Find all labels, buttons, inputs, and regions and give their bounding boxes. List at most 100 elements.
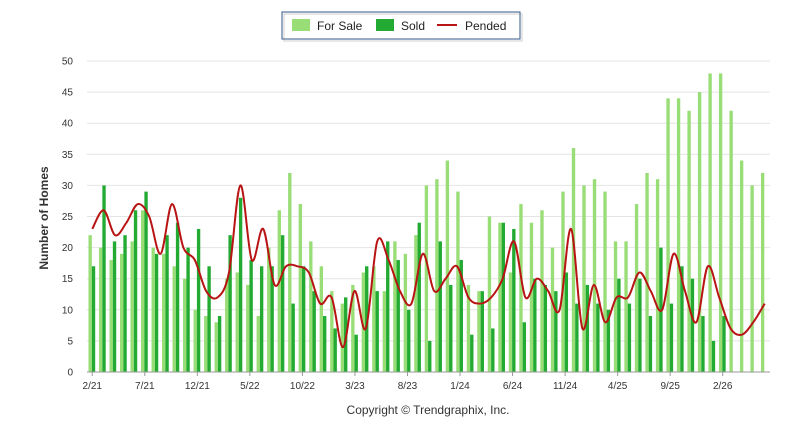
x-tick-label: 1/24 [450, 381, 470, 392]
sold-bar [501, 222, 505, 372]
for-sale-bar [183, 278, 187, 372]
sold-bar [417, 222, 421, 372]
for-sale-bar [309, 241, 313, 372]
for-sale-bar [162, 253, 166, 372]
sold-bar [522, 322, 527, 372]
for-sale-bar [204, 316, 208, 372]
for-sale-bar [172, 266, 176, 372]
sold-bar [312, 291, 316, 372]
for-sale-bar [466, 284, 471, 372]
for-sale-bar [487, 216, 492, 372]
legend-swatch-sold [376, 19, 394, 31]
sold-bar [701, 316, 705, 372]
y-tick-label: 25 [62, 212, 74, 223]
sold-bar [102, 185, 106, 372]
x-tick-label: 2/26 [713, 381, 733, 392]
for-sale-bar [225, 278, 229, 372]
legend-box [281, 11, 521, 40]
sold-bar [627, 303, 632, 372]
sold-bar [354, 334, 358, 372]
sold-bar [512, 228, 516, 372]
for-sale-bar [739, 160, 744, 372]
for-sale-bar [351, 284, 355, 372]
for-sale-bar [256, 316, 260, 372]
sold-bar [648, 316, 653, 372]
sold-bar [659, 247, 663, 372]
for-sale-bar [98, 247, 103, 372]
sold-bar [301, 266, 306, 372]
for-sale-bar [508, 272, 513, 372]
bars [88, 73, 765, 372]
x-tick-label: 3/23 [345, 381, 365, 392]
for-sale-bar [645, 172, 649, 372]
sold-bar [375, 291, 379, 372]
sold-bar [459, 260, 463, 372]
sold-bar [606, 309, 611, 372]
sold-bar [680, 266, 684, 372]
for-sale-bar [403, 253, 408, 372]
for-sale-bar [582, 185, 586, 372]
for-sale-bar [88, 235, 92, 372]
for-sale-bar [729, 110, 733, 372]
for-sale-bar [277, 210, 281, 372]
sold-bar [144, 191, 148, 372]
x-tick-label: 2/21 [83, 381, 103, 392]
for-sale-bar [445, 160, 450, 372]
for-sale-bar [414, 235, 418, 372]
sold-bar [175, 222, 180, 372]
for-sale-bar [477, 291, 481, 372]
sold-bar [396, 260, 400, 372]
y-tick-label: 5 [67, 336, 73, 347]
sold-bar [585, 284, 590, 372]
y-tick-label: 0 [67, 368, 73, 379]
x-tick-label: 5/22 [240, 381, 260, 392]
for-sale-bar [193, 309, 197, 372]
sold-bar [165, 235, 169, 372]
y-tick-label: 15 [62, 274, 74, 285]
x-tick-label: 6/24 [503, 381, 523, 392]
for-sale-bar [613, 241, 618, 372]
for-sale-bar [718, 73, 723, 372]
for-sale-bar [697, 92, 702, 372]
sold-bar [291, 303, 295, 372]
for-sale-bar [267, 247, 271, 372]
legend-label-sold: Sold [401, 19, 425, 33]
y-axis-title: Number of Homes [37, 166, 51, 270]
x-tick-label: 11/24 [553, 381, 578, 392]
sold-bar [91, 266, 96, 372]
for-sale-bar [666, 98, 670, 372]
x-tick-label: 7/21 [135, 381, 155, 392]
for-sale-bar [456, 191, 460, 372]
for-sale-bar [141, 210, 145, 372]
for-sale-bar [151, 247, 155, 372]
for-sale-bar [130, 241, 134, 372]
for-sale-bar [119, 253, 124, 372]
x-tick-label: 8/23 [398, 381, 418, 392]
sold-bar [564, 272, 569, 372]
sold-bar [711, 340, 716, 372]
for-sale-bar [603, 191, 607, 372]
for-sale-bar [498, 222, 502, 372]
for-sale-bar [109, 260, 113, 372]
for-sale-bar [550, 247, 555, 372]
for-sale-bar [424, 185, 429, 372]
for-sale-bar [246, 284, 250, 372]
sold-bar [428, 340, 432, 372]
for-sale-bar [382, 291, 387, 372]
y-tick-label: 40 [62, 119, 74, 130]
x-tick-label: 4/25 [608, 381, 628, 392]
sold-bar [112, 241, 117, 372]
sold-bar [470, 334, 474, 372]
for-sale-bar [634, 204, 639, 372]
for-sale-bar [235, 272, 239, 372]
for-sale-bar [214, 322, 218, 372]
for-sale-bar [687, 110, 691, 372]
y-tick-label: 50 [62, 57, 74, 68]
sold-bar [123, 235, 127, 372]
legend-label-for-sale: For Sale [317, 19, 363, 33]
y-tick-label: 35 [62, 150, 74, 161]
sold-bar [259, 266, 264, 372]
sold-bar [543, 284, 548, 372]
sold-bar [386, 241, 390, 372]
